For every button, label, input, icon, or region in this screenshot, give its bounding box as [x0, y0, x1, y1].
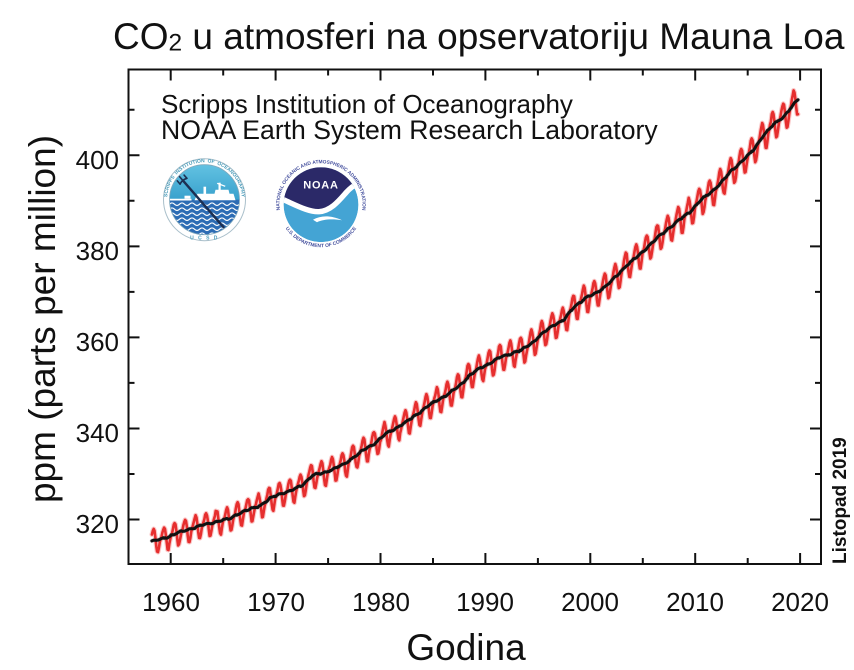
svg-text:2000: 2000	[561, 587, 619, 617]
svg-text:NOAA Earth System Research Lab: NOAA Earth System Research Laboratory	[161, 115, 658, 145]
svg-text:Godina: Godina	[406, 627, 526, 668]
svg-text:Listopad 2019: Listopad 2019	[830, 437, 851, 564]
svg-text:320: 320	[76, 509, 119, 539]
svg-text:NOAA: NOAA	[303, 180, 339, 192]
svg-text:Scripps Institution of Oceanog: Scripps Institution of Oceanography	[161, 89, 573, 119]
svg-text:1960: 1960	[142, 587, 200, 617]
svg-text:400: 400	[76, 145, 119, 175]
svg-text:380: 380	[76, 236, 119, 266]
svg-text:360: 360	[76, 327, 119, 357]
svg-text:1980: 1980	[352, 587, 410, 617]
svg-text:CO2 u atmosferi na opservatori: CO2 u atmosferi na opservatoriju Mauna L…	[113, 16, 845, 57]
svg-text:2020: 2020	[771, 587, 829, 617]
svg-text:2010: 2010	[666, 587, 724, 617]
svg-text:1970: 1970	[247, 587, 305, 617]
svg-text:U C S D: U C S D	[190, 236, 219, 242]
svg-text:340: 340	[76, 418, 119, 448]
svg-text:1990: 1990	[456, 587, 514, 617]
svg-text:ppm (parts per million): ppm (parts per million)	[22, 135, 63, 503]
